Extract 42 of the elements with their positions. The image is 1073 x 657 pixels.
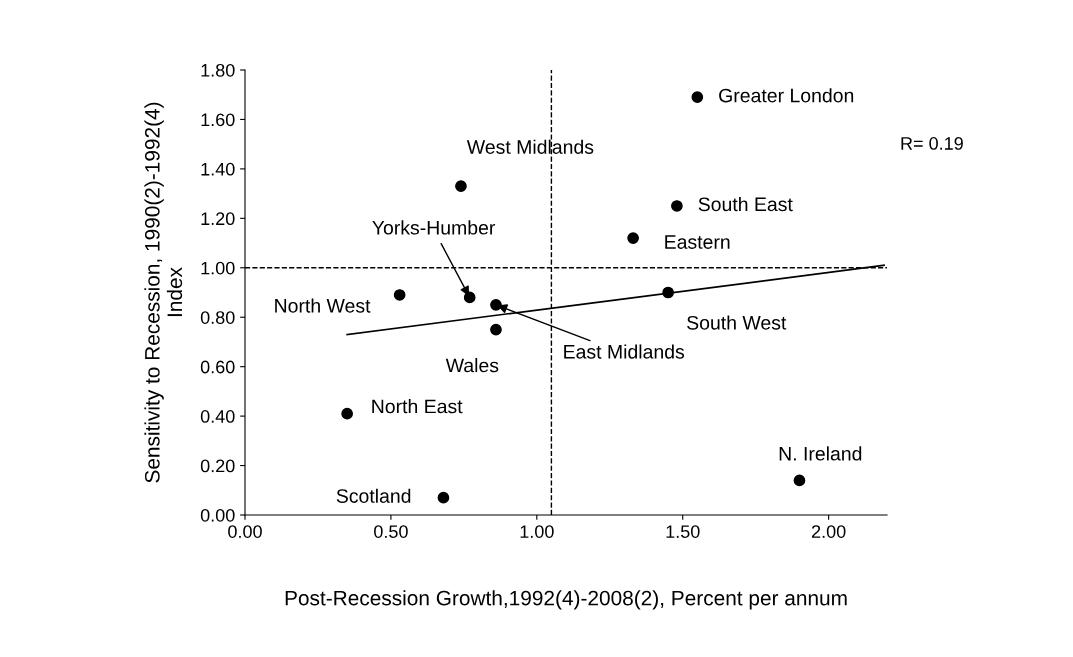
- annotation: Yorks-Humber: [372, 220, 496, 235]
- annotation: East Midlands: [564, 344, 685, 359]
- x-tick-label: 1.00: [520, 525, 554, 538]
- point: [627, 232, 639, 244]
- y-tick-label: 0.40: [200, 410, 235, 423]
- point: [341, 407, 353, 420]
- annotation: North West: [275, 298, 371, 313]
- annotation: Wales: [445, 358, 499, 373]
- annotation: Eastern: [665, 235, 730, 249]
- point: [662, 286, 674, 299]
- x-tick-label: 1.50: [666, 525, 700, 538]
- point: [393, 289, 406, 301]
- point: [437, 491, 450, 504]
- annotation: South East: [698, 196, 793, 212]
- point: [671, 200, 683, 212]
- x-tick-label: 0.50: [374, 525, 408, 538]
- x-tick-label: 0.00: [228, 525, 262, 538]
- annotation: North East: [372, 399, 463, 414]
- y-tick-label: 1.00: [201, 261, 235, 275]
- annotation: N. Ireland: [779, 446, 862, 461]
- point: [793, 474, 806, 487]
- point: [490, 299, 502, 311]
- annotation: West Midlands: [466, 139, 594, 154]
- x-axis-title: Post-Recession Growth,1992(4)-2008(2), Percent per annum: [285, 590, 847, 610]
- y-tick-label: 1.60: [201, 113, 235, 127]
- x-tick-label: 2.00: [811, 525, 846, 538]
- annotation: Greater London: [719, 88, 854, 103]
- y-tick-label: 0.20: [200, 459, 235, 473]
- y-tick-label: 0.00: [200, 508, 235, 522]
- y-axis-title: Sensitivity to Recession, 1990(2)-1992(4) Index: [144, 102, 183, 483]
- point: [463, 291, 476, 304]
- annotation: Scotland: [336, 488, 411, 503]
- y-tick-label: 0.60: [200, 360, 235, 374]
- y-tick-label: 0.80: [200, 311, 235, 324]
- y-tick-label: 1.80: [201, 63, 235, 77]
- y-tick-label: 1.40: [201, 162, 235, 176]
- annotation: South West: [687, 315, 787, 330]
- text: R= 0.19: [901, 137, 963, 150]
- y-tick-label: 1.20: [201, 212, 235, 226]
- point: [490, 323, 502, 336]
- point: [691, 91, 704, 104]
- point: [455, 180, 467, 193]
